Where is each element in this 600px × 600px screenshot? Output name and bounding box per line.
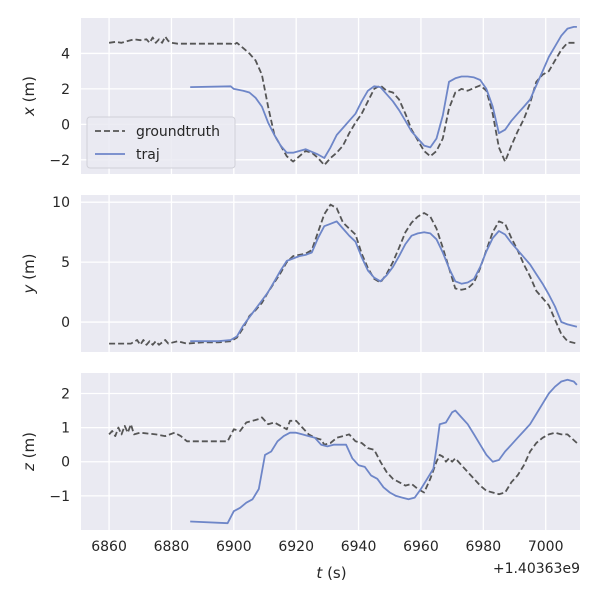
series-line-groundtruth [109, 203, 578, 346]
x-tick-label: 6920 [278, 539, 314, 555]
x-tick-label: 6980 [465, 539, 501, 555]
y-tick-label: 1 [61, 421, 70, 437]
x-offset-text: +1.40363e9 [493, 561, 580, 577]
y-tick-label: 0 [61, 315, 70, 331]
y-tick-label: 2 [61, 82, 70, 98]
x-tick-label: 6900 [216, 539, 252, 555]
y-tick-label: 0 [61, 455, 70, 471]
x-axis-label: t (s) [316, 564, 346, 582]
y-axis-label: y (m) [20, 254, 38, 295]
y-tick-label: 4 [61, 46, 70, 62]
legend-label-traj: traj [136, 147, 160, 163]
y-tick-label: 5 [61, 255, 70, 271]
series-line-traj [190, 220, 578, 343]
legend: groundtruth traj [86, 116, 236, 169]
x-tick-label: 6880 [154, 539, 190, 555]
y-tick-label: 10 [52, 195, 70, 211]
plot-background [81, 195, 580, 352]
series-line-traj [190, 378, 578, 525]
panel-y: 10 5 0 y (m) [20, 195, 580, 352]
x-tick-label: 6960 [403, 539, 439, 555]
panel-x: 4 2 0 −2 x (m) groundtruth traj [20, 18, 580, 174]
x-tick-label: 6860 [91, 539, 127, 555]
series-line-traj [190, 26, 577, 159]
series-line-groundtruth [108, 35, 577, 166]
series-line-groundtruth [108, 416, 578, 496]
y-tick-label: −1 [49, 489, 70, 505]
y-axis-label: x (m) [20, 76, 38, 117]
y-tick-label: 0 [61, 117, 70, 133]
panel-z: 2 1 0 −1 z (m) 6860 6880 6900 6920 6940 6960 6980 70… [20, 373, 580, 582]
y-axis-label: z (m) [20, 432, 38, 472]
y-tick-label: −2 [49, 153, 70, 169]
y-tick-label: 2 [61, 386, 70, 402]
x-tick-label: 6940 [341, 539, 377, 555]
x-tick-label: 7000 [528, 539, 564, 555]
plot-background [81, 373, 580, 530]
legend-label-groundtruth: groundtruth [136, 124, 220, 140]
